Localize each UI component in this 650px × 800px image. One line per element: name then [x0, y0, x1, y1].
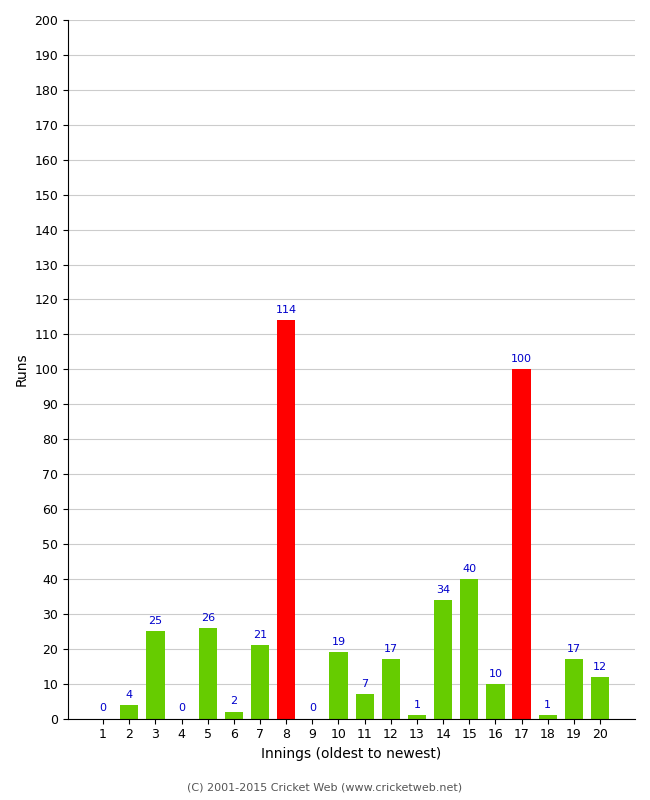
Text: 0: 0	[178, 703, 185, 714]
Bar	[434, 600, 452, 718]
Text: 114: 114	[276, 306, 297, 315]
Text: 10: 10	[488, 669, 502, 678]
Text: 1: 1	[544, 700, 551, 710]
Text: 17: 17	[567, 644, 581, 654]
Bar	[198, 628, 217, 718]
Bar	[539, 715, 557, 718]
Text: 100: 100	[511, 354, 532, 364]
Bar	[408, 715, 426, 718]
Bar	[251, 646, 269, 718]
Text: 25: 25	[148, 616, 162, 626]
Text: 7: 7	[361, 679, 368, 689]
Bar	[225, 712, 243, 718]
Text: 0: 0	[99, 703, 107, 714]
Bar	[120, 705, 138, 718]
Bar	[591, 677, 609, 718]
Bar	[277, 321, 295, 718]
Text: 4: 4	[125, 690, 133, 699]
Bar	[565, 659, 583, 718]
Text: (C) 2001-2015 Cricket Web (www.cricketweb.net): (C) 2001-2015 Cricket Web (www.cricketwe…	[187, 782, 463, 792]
Text: 40: 40	[462, 564, 476, 574]
Text: 17: 17	[384, 644, 398, 654]
Bar	[382, 659, 400, 718]
X-axis label: Innings (oldest to newest): Innings (oldest to newest)	[261, 747, 442, 761]
Y-axis label: Runs: Runs	[15, 353, 29, 386]
Text: 1: 1	[413, 700, 421, 710]
Text: 19: 19	[332, 637, 346, 647]
Bar	[460, 579, 478, 718]
Bar	[512, 370, 531, 718]
Bar	[356, 694, 374, 718]
Bar	[146, 631, 164, 718]
Text: 2: 2	[230, 697, 237, 706]
Text: 34: 34	[436, 585, 450, 594]
Text: 26: 26	[201, 613, 214, 622]
Bar	[486, 684, 504, 718]
Text: 0: 0	[309, 703, 316, 714]
Bar	[330, 652, 348, 718]
Text: 21: 21	[253, 630, 267, 640]
Text: 12: 12	[593, 662, 607, 671]
